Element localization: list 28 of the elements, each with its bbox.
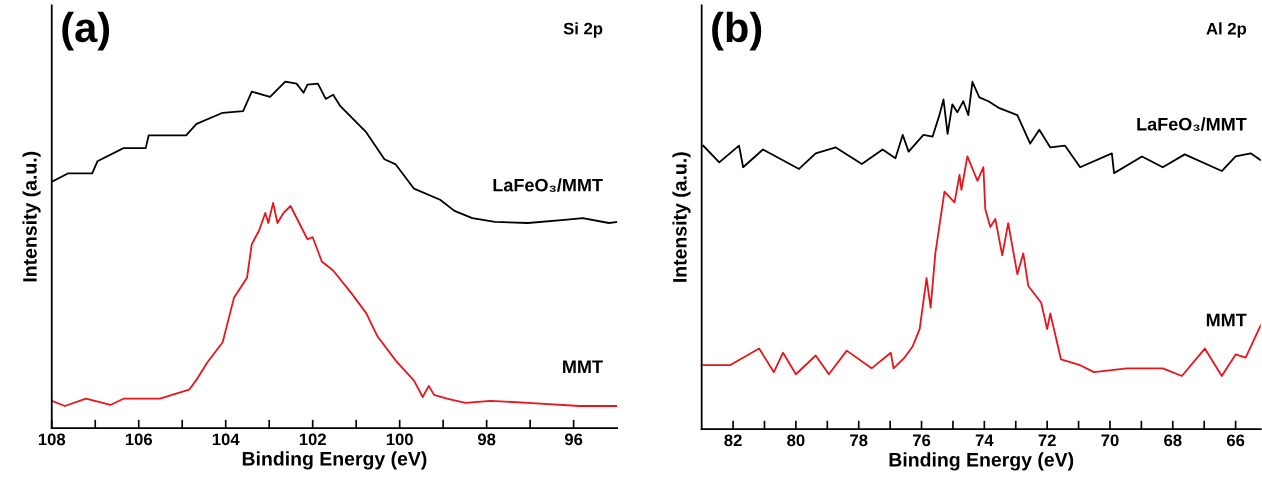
x-tick-label: 108: [38, 433, 66, 446]
series-label: LaFeO₃/MMT: [1137, 117, 1247, 132]
x-tick-label: 106: [125, 433, 153, 446]
series-label: MMT: [1206, 313, 1247, 327]
x-tick-label: 104: [212, 433, 240, 446]
x-tick-label: 100: [386, 433, 413, 446]
y-axis-title: Intensity (a.u.): [22, 151, 41, 282]
x-tick-label: 66: [1226, 434, 1245, 447]
x-tick-label: 72: [1038, 434, 1056, 447]
x-tick-label: 98: [477, 433, 496, 446]
x-tick-label: 68: [1164, 434, 1182, 447]
series-label: LaFeO₃/MMT: [493, 178, 603, 192]
x-axis-title: Binding Energy (eV): [889, 452, 1074, 471]
x-axis-title: Binding Energy (eV): [242, 451, 427, 470]
x-tick-label: 70: [1101, 434, 1119, 447]
x-tick-label: 74: [975, 434, 994, 447]
x-tick-label: 80: [787, 434, 805, 447]
text: (a): [62, 11, 110, 51]
y-axis-title: Intensity (a.u.): [672, 152, 691, 282]
series-label: MMT: [563, 360, 603, 373]
x-tick-label: 96: [564, 433, 583, 446]
x-tick-label: 78: [850, 434, 868, 447]
x-tick-label: 82: [724, 434, 742, 447]
x-tick-label: 102: [299, 433, 326, 446]
text: (b): [712, 11, 762, 51]
x-tick-label: 76: [912, 434, 931, 447]
text: Si 2p: [563, 22, 603, 38]
text: Al 2p: [1206, 22, 1247, 38]
